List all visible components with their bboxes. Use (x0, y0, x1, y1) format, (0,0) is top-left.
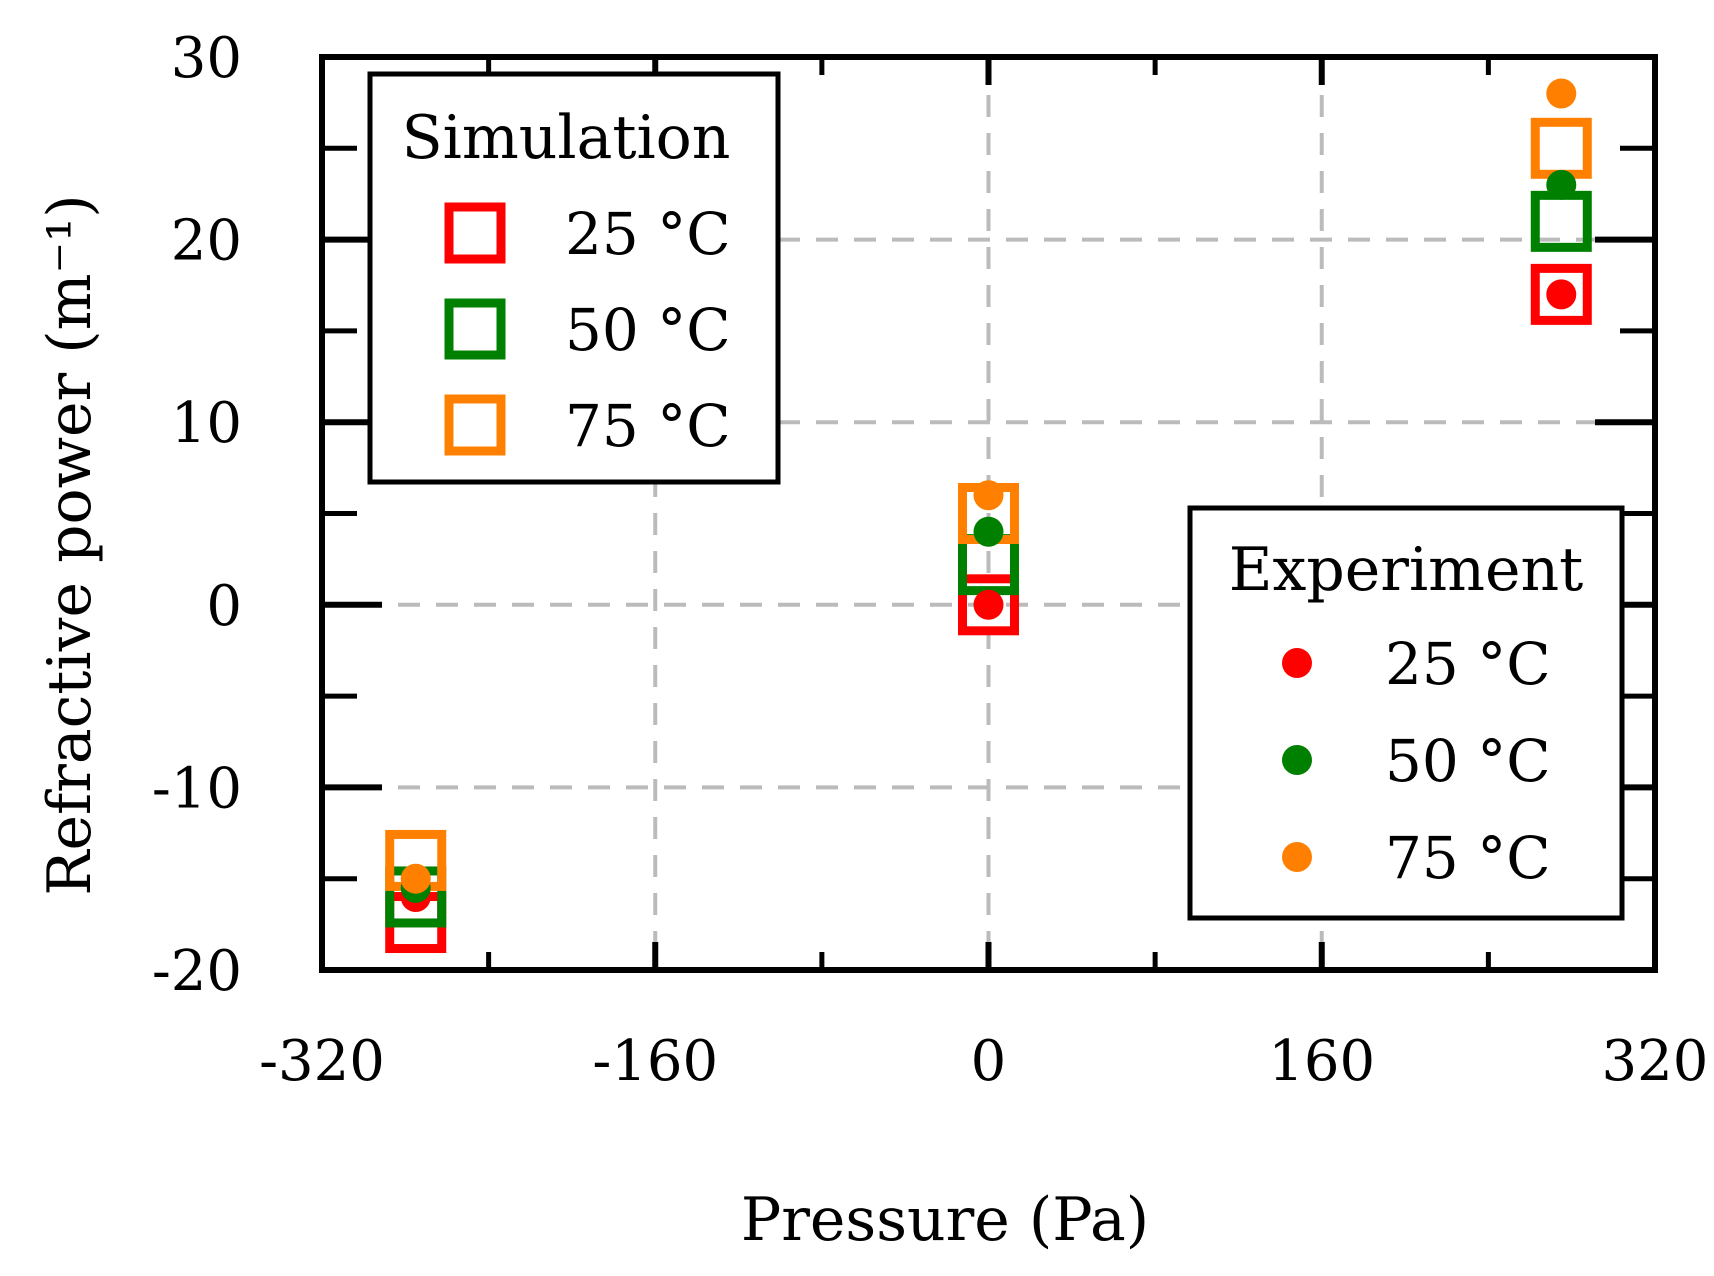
experiment-point (1546, 169, 1577, 200)
x-tick-label: -320 (259, 1029, 385, 1094)
legend-entry-label: 75 °C (565, 392, 731, 460)
y-tick-label: 20 (171, 209, 242, 274)
x-tick-label: 0 (971, 1029, 1007, 1094)
legend-square-marker (444, 394, 506, 456)
legend-circle-marker (1282, 842, 1312, 872)
legend-square-marker (444, 202, 506, 264)
x-tick-label: -160 (592, 1029, 718, 1094)
simulation-legend-title: Simulation (402, 103, 731, 173)
legend-circle-marker (1282, 745, 1312, 775)
experiment-point (973, 589, 1004, 620)
legend-entry-label: 25 °C (565, 200, 731, 268)
experiment-legend-box (1187, 505, 1625, 921)
legends: Simulation 25 °C 50 °C 75 °C Experiment 25 °C… (367, 71, 1625, 921)
data-marks (385, 78, 1592, 954)
y-tick-label: 10 (171, 391, 242, 456)
x-tick-label: 320 (1602, 1029, 1709, 1094)
y-tick-label: -10 (152, 756, 242, 821)
simulation-point (1530, 117, 1592, 179)
y-tick-label: -20 (152, 939, 242, 1004)
x-tick-label: 160 (1268, 1029, 1375, 1094)
simulation-point (958, 574, 1019, 636)
legend-square-marker (444, 298, 506, 360)
legend-entry-label: 50 °C (565, 296, 731, 364)
y-tick-label: 30 (171, 26, 242, 91)
legend-entry-label: 75 °C (1385, 824, 1551, 892)
experiment-point (1546, 78, 1577, 109)
legend-circle-marker (1282, 648, 1312, 678)
legend-entry-label: 25 °C (1385, 630, 1551, 698)
simulation-point (1530, 263, 1592, 325)
experiment-legend-title: Experiment (1229, 535, 1584, 605)
experiment-point (1546, 279, 1577, 310)
y-tick-label: 0 (206, 574, 242, 639)
x-axis-label: Pressure (Pa) (741, 1185, 1149, 1255)
legend-entry-label: 50 °C (1385, 727, 1551, 795)
experiment-point (973, 480, 1004, 511)
axis-ticks: -320 -160 0 160 320 -20 -10 0 10 20 30 (152, 26, 1709, 1094)
y-axis-label: Refractive power (m⁻¹) (35, 194, 105, 895)
experiment-point (400, 863, 431, 894)
simulation-legend-box (367, 71, 781, 485)
experiment-point (973, 516, 1004, 547)
